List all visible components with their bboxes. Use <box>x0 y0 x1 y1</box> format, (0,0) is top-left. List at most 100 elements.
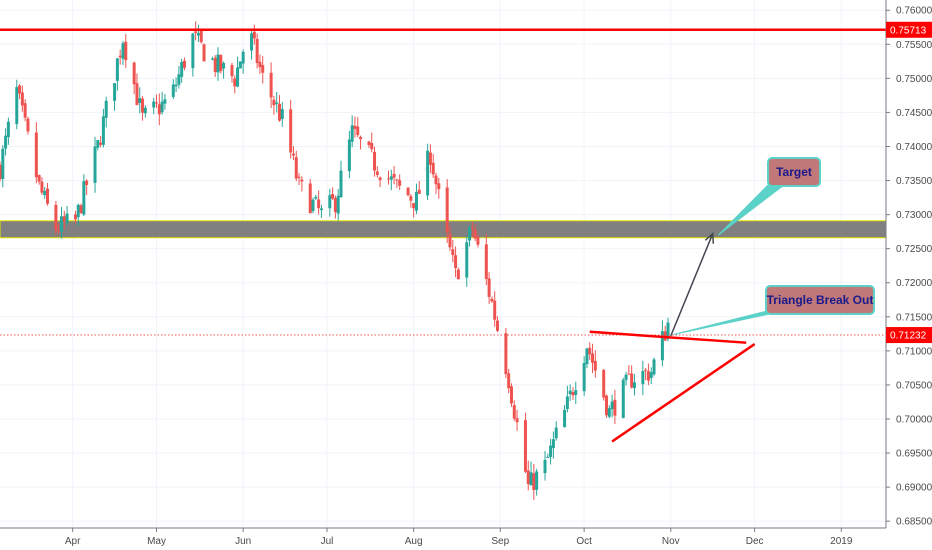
candle-up <box>275 102 279 104</box>
candle-down <box>588 347 592 355</box>
candle-up <box>414 191 418 211</box>
candle-down <box>398 180 402 186</box>
candle-up <box>624 374 628 380</box>
candle-up <box>632 382 636 389</box>
candle-up <box>426 150 430 196</box>
candle-down <box>392 173 396 178</box>
y-tick-label: 0.70500 <box>896 380 932 391</box>
candle-down <box>428 152 432 165</box>
candle-down <box>627 373 631 375</box>
candle-down <box>515 418 519 423</box>
candle-up <box>236 67 240 87</box>
candle-down <box>297 176 301 178</box>
y-tick-label: 0.76000 <box>896 6 932 17</box>
candle-down <box>308 183 312 214</box>
candle-down <box>493 300 497 320</box>
candle-down <box>451 249 455 256</box>
y-tick-label: 0.74000 <box>896 142 932 153</box>
candle-up <box>59 216 63 232</box>
candle-up <box>101 116 105 145</box>
candle-down <box>194 31 198 33</box>
candle-up <box>549 445 553 457</box>
candle-down <box>378 177 382 181</box>
candle-up <box>468 227 472 241</box>
candle-down <box>40 181 44 193</box>
candle-up <box>339 170 343 198</box>
candle-down <box>602 369 606 398</box>
candle-down <box>202 44 206 62</box>
candle-up <box>210 58 214 60</box>
candle-up <box>76 204 80 218</box>
candle-up <box>216 54 220 73</box>
candle-up <box>465 242 469 278</box>
candle-up <box>43 190 47 196</box>
candle-down <box>412 203 416 209</box>
x-tick-label: 2019 <box>830 536 853 547</box>
candle-down <box>532 473 536 491</box>
x-axis[interactable]: Apr May Jun Jul Aug Sep Oct Nov Dec 2019 <box>65 528 853 547</box>
candle-down <box>470 227 474 230</box>
candle-down <box>252 31 256 39</box>
candle-up <box>196 33 200 36</box>
target-arrow-head <box>704 232 715 244</box>
candle-down <box>526 470 530 485</box>
candle-down <box>62 216 66 223</box>
candle-down <box>269 72 273 98</box>
candle-down <box>487 278 491 297</box>
triangle-lower-line <box>611 343 756 443</box>
y-tick-label: 0.69000 <box>896 483 932 494</box>
y-tick-label: 0.74500 <box>896 108 932 119</box>
candle-up <box>191 33 195 69</box>
candle-up <box>660 331 664 361</box>
candle-down <box>373 151 377 171</box>
candle-up <box>610 401 614 410</box>
candle-down <box>613 399 617 416</box>
candle-down <box>605 395 609 416</box>
callouts: Target Triangle Break Out <box>673 157 875 336</box>
candle-down <box>434 175 438 185</box>
candle-down <box>448 233 452 248</box>
candle-down <box>317 199 321 209</box>
candle-up <box>152 101 156 108</box>
candle-down <box>23 103 27 118</box>
candle-down <box>630 373 634 388</box>
x-tick-label: Oct <box>576 536 592 547</box>
candle-up <box>104 100 108 118</box>
y-tick-label: 0.73500 <box>896 176 932 187</box>
candle-down <box>509 386 513 404</box>
candle-up <box>582 362 586 392</box>
candle-down <box>155 102 159 104</box>
y-tick-label: 0.68500 <box>896 517 932 528</box>
x-tick-label: Sep <box>491 536 509 547</box>
candle-down <box>124 41 128 61</box>
candle-up <box>241 51 245 64</box>
callout-label: Triangle Break Out <box>767 293 874 307</box>
candle-down <box>37 175 41 182</box>
x-tick-label: Aug <box>405 536 423 547</box>
candle-down <box>258 61 262 68</box>
y-tick-label: 0.70000 <box>896 414 932 425</box>
triangle-upper-line <box>589 330 747 344</box>
candle-up <box>554 427 558 439</box>
y-axis[interactable]: 0.76000 0.75500 0.75000 0.74500 0.74000 0.735… <box>886 6 932 528</box>
candle-down <box>157 104 161 115</box>
candle-up <box>93 146 97 183</box>
x-tick-label: Apr <box>65 536 81 547</box>
target-arrow-shaft <box>670 233 714 337</box>
candle-down <box>0 164 2 180</box>
candle-down <box>375 171 379 175</box>
candle-down <box>46 188 50 204</box>
candle-down <box>261 65 265 73</box>
resistance-price-tag-bg <box>886 21 932 38</box>
candle-up <box>311 199 315 212</box>
candle-down <box>57 230 61 232</box>
candle-up <box>115 58 119 81</box>
candle-down <box>277 103 281 121</box>
x-tick-label: Dec <box>746 536 764 547</box>
candle-down <box>591 353 595 363</box>
candle-down <box>291 153 295 156</box>
candle-up <box>160 101 164 113</box>
candle-down <box>496 320 500 331</box>
candle-up <box>177 74 181 85</box>
